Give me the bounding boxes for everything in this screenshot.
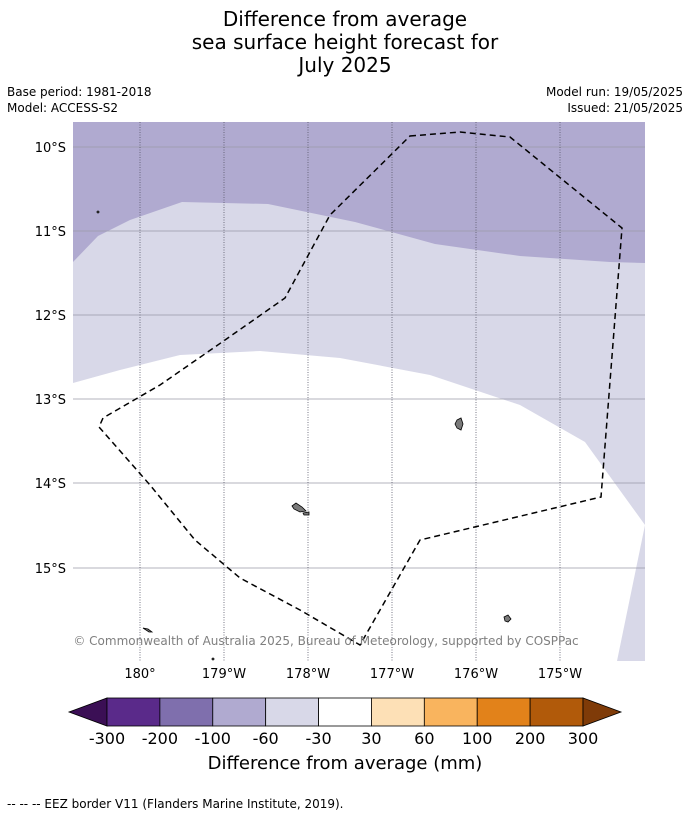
- islet-northwest: [96, 210, 100, 214]
- lat-label: 11°S: [35, 225, 66, 240]
- island-southeast: [503, 614, 512, 623]
- colorbar-tick-label: -100: [195, 729, 231, 748]
- lon-label: 178°W: [286, 667, 330, 682]
- meta-left: Base period: 1981-2018 Model: ACCESS-S2: [7, 84, 152, 116]
- lat-label: 13°S: [35, 393, 66, 408]
- islet-south: [211, 657, 215, 661]
- colorbar-segment: [476, 697, 531, 727]
- title-line-2: sea surface height forecast for: [191, 30, 499, 54]
- lat-label: 12°S: [35, 309, 66, 324]
- colorbar-tick-label: -200: [142, 729, 178, 748]
- colorbar-tick-label: 100: [462, 729, 493, 748]
- colorbar-extend-high: [582, 697, 623, 727]
- copyright-text: © Commonwealth of Australia 2025, Bureau…: [73, 634, 578, 648]
- issued-date: Issued: 21/05/2025: [567, 101, 683, 115]
- colorbar-segment: [265, 697, 319, 727]
- colorbar-tick-label: 30: [361, 729, 381, 748]
- lat-label: 14°S: [35, 477, 66, 492]
- region-light-negative: [73, 122, 645, 661]
- lon-label: 179°W: [202, 667, 246, 682]
- colorbar-segment: [106, 697, 161, 727]
- lon-label: 177°W: [370, 667, 414, 682]
- island-southwest: [142, 627, 154, 633]
- colorbar-tick-label: 200: [515, 729, 546, 748]
- colorbar-ticks: -300 -200 -100 -60 -30 30 60 100 200 300: [89, 729, 598, 748]
- lat-label: 15°S: [35, 562, 66, 577]
- model-name: Model: ACCESS-S2: [7, 101, 119, 115]
- colorbar-segment: [212, 697, 267, 727]
- colorbar-segment: [159, 697, 214, 727]
- colorbar-segment: [371, 697, 425, 727]
- island-central: [291, 502, 307, 513]
- meta-right: Model run: 19/05/2025 Issued: 21/05/2025: [546, 84, 683, 116]
- island-central-small: [302, 511, 310, 516]
- region-negative: [73, 122, 645, 263]
- island-east: [454, 417, 464, 431]
- colorbar-tick-label: 60: [414, 729, 434, 748]
- title-line-1: Difference from average: [222, 7, 468, 31]
- lon-labels: 180° 179°W 178°W 177°W 176°W 175°W: [124, 667, 582, 682]
- colorbar-tick-label: -30: [305, 729, 331, 748]
- colorbar-tick-label: -60: [253, 729, 279, 748]
- colorbar-tick-label: 300: [568, 729, 599, 748]
- eez-footnote: -- -- -- EEZ border V11 (Flanders Marine…: [7, 797, 344, 811]
- colorbar-segment: [318, 697, 372, 727]
- lon-label: 175°W: [538, 667, 582, 682]
- islands: [96, 210, 512, 661]
- colorbar-label: Difference from average (mm): [207, 753, 483, 774]
- lat-label: 10°S: [35, 141, 66, 156]
- colorbar-segment: [423, 697, 478, 727]
- colorbar-segment: [529, 697, 584, 727]
- lat-labels: 10°S 11°S 12°S 13°S 14°S 15°S: [35, 141, 66, 577]
- map-area: [73, 122, 645, 661]
- colorbar-extend-low: [67, 697, 108, 727]
- lon-label: 180°: [124, 667, 155, 682]
- lat-gridlines: [73, 146, 645, 569]
- chart-title: Difference from average sea surface heig…: [0, 8, 690, 77]
- title-line-3: July 2025: [298, 53, 392, 77]
- eez-border: [98, 131, 623, 647]
- colorbar-tick-label: -300: [89, 729, 125, 748]
- lon-label: 176°W: [454, 667, 498, 682]
- base-period: Base period: 1981-2018: [7, 85, 152, 99]
- model-run: Model run: 19/05/2025: [545, 85, 683, 99]
- colorbar: [67, 697, 623, 727]
